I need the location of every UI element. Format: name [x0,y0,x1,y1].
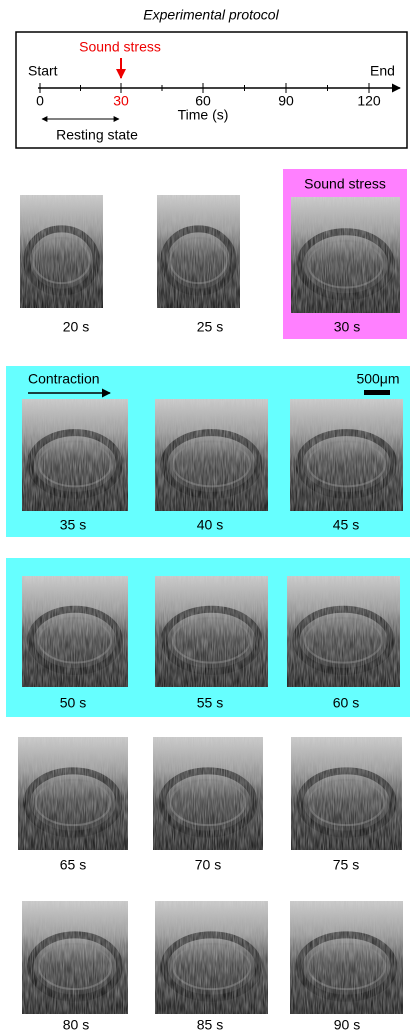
tick-label: 120 [357,93,381,109]
frame-label: 75 s [333,857,359,873]
marker-label: Sound stress [79,39,161,55]
ultrasound-image [22,901,128,1014]
image-noise [18,737,128,850]
ultrasound-image [290,901,403,1014]
ultrasound-image [153,737,263,850]
image-noise [155,399,268,511]
image-noise [290,901,403,1014]
image-noise [22,399,128,511]
frames: 20 s 25 s 30 s 35 s 40 s 45 s 50 s 55 s 60 s 65 s… [18,195,403,1033]
frame-label: 20 s [63,319,89,335]
stress-label: Sound stress [304,176,386,192]
frame-label: 60 s [333,695,359,711]
tick-label: 0 [36,93,44,109]
ultrasound-image [18,737,128,850]
frame-label: 55 s [197,695,223,711]
image-noise [22,576,128,687]
image-noise [20,195,103,308]
ultrasound-image [157,195,240,308]
ultrasound-image [155,399,268,511]
frame-label: 90 s [334,1017,360,1033]
end-label: End [370,63,395,79]
resting-label: Resting state [56,127,138,143]
image-noise [157,195,240,308]
ultrasound-image [155,901,268,1014]
frame-label: 30 s [334,319,360,335]
image-noise [291,197,400,313]
protocol: Experimental protocol Sound stress Start… [15,7,408,149]
axis-label: Time (s) [178,107,229,123]
frame-label: 40 s [197,517,223,533]
protocol-box [15,31,408,149]
ultrasound-image [155,576,268,687]
image-noise [155,901,268,1014]
image-noise [153,737,263,850]
ultrasound-image [287,576,400,687]
ultrasound-image [22,576,128,687]
frame-label: 50 s [60,695,86,711]
image-noise [287,576,400,687]
image-noise [155,576,268,687]
frame-label: 25 s [197,319,223,335]
protocol-title: Experimental protocol [143,7,279,23]
frame-label: 65 s [60,857,86,873]
image-noise [291,737,402,850]
ultrasound-image [22,399,128,511]
frame-label: 70 s [195,857,221,873]
ultrasound-image [291,197,400,313]
tick-label: 90 [278,93,294,109]
frame-label: 45 s [333,517,359,533]
frame-label: 85 s [197,1017,223,1033]
image-noise [290,399,403,511]
start-label: Start [28,63,58,79]
image-noise [22,901,128,1014]
ultrasound-image [20,195,103,308]
tick-label: 30 [113,93,129,109]
contraction-label: Contraction [28,371,100,387]
scale-bar [364,390,390,395]
ultrasound-image [291,737,402,850]
tick-label: 60 [195,93,211,109]
frame-label: 35 s [60,517,86,533]
frame-label: 80 s [63,1017,89,1033]
ultrasound-image [290,399,403,511]
scale-label: 500μm [356,371,399,387]
